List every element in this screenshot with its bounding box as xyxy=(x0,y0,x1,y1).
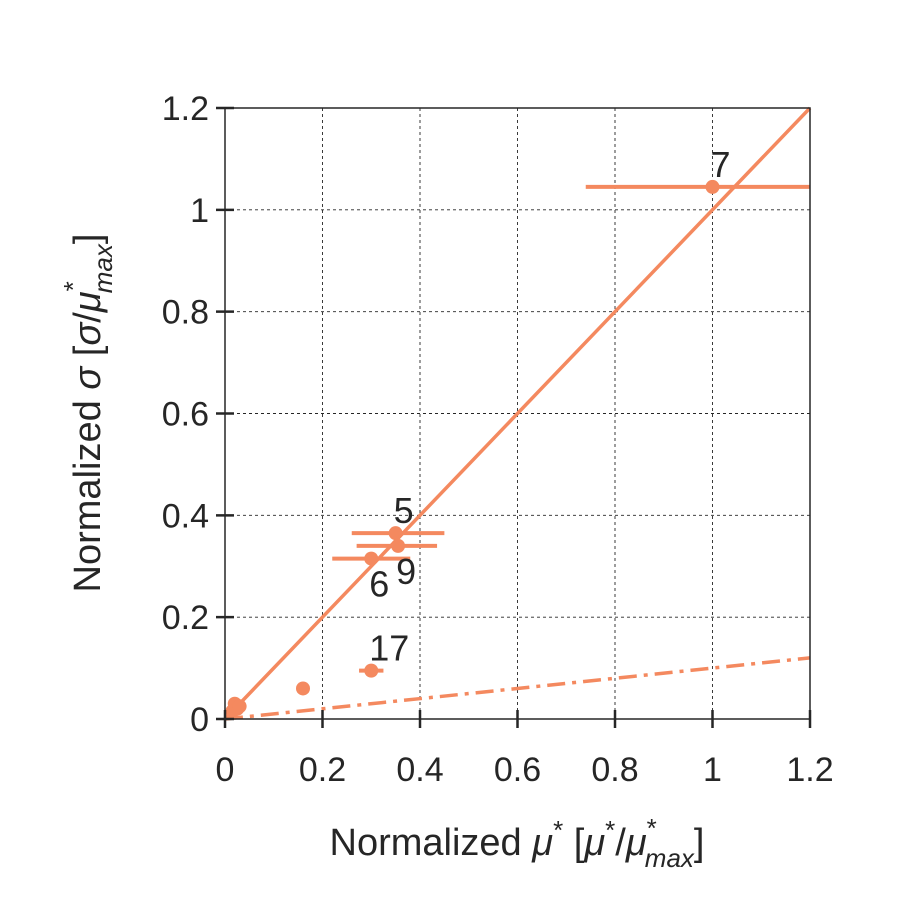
point-label: 6 xyxy=(369,564,389,605)
data-point xyxy=(391,538,406,553)
point-label: 5 xyxy=(394,490,414,531)
point-label: 9 xyxy=(396,551,416,592)
data-point xyxy=(364,551,379,566)
y-tick-label: 0.2 xyxy=(162,599,209,637)
x-axis-label: Normalized μ* [μ*/μ* max] xyxy=(330,813,705,873)
ticks xyxy=(216,106,812,728)
y-tick-label: 0.6 xyxy=(162,396,209,434)
data-point xyxy=(232,699,247,714)
data-point xyxy=(705,179,720,194)
x-tick-label: 0 xyxy=(216,751,235,789)
reference-line-dashdot xyxy=(224,656,811,721)
x-tick-label: 0.6 xyxy=(494,751,541,789)
y-tick-label: 1.2 xyxy=(162,90,209,128)
y-tick-label: 0.4 xyxy=(162,497,209,535)
error-bars xyxy=(332,184,810,673)
data-point xyxy=(364,663,379,678)
x-tick-label: 0.2 xyxy=(299,751,346,789)
y-tick-label: 0.8 xyxy=(162,294,209,332)
reference-lines xyxy=(223,106,812,721)
y-tick-label: 0 xyxy=(190,701,209,739)
point-label: 17 xyxy=(369,628,409,669)
point-label: 7 xyxy=(711,144,731,185)
x-tick-labels: 0 0.2 0.4 0.6 0.8 1 1.2 xyxy=(216,751,834,789)
data-points xyxy=(225,179,720,719)
x-tick-label: 0.8 xyxy=(591,751,638,789)
data-point xyxy=(388,526,403,541)
data-point xyxy=(296,681,310,696)
x-tick-label: 1.2 xyxy=(786,751,833,789)
y-tick-label: 1 xyxy=(190,192,209,230)
x-tick-label: 0.4 xyxy=(396,751,443,789)
y-axis-label: Normalized σ [σ/μ*max] xyxy=(58,234,118,593)
reference-line-solid xyxy=(223,106,812,721)
point-labels: 7 5 96 17 xyxy=(369,144,730,669)
y-tick-labels: 0 0.2 0.4 0.6 0.8 1 1.2 xyxy=(162,90,209,739)
x-tick-label: 1 xyxy=(703,751,722,789)
